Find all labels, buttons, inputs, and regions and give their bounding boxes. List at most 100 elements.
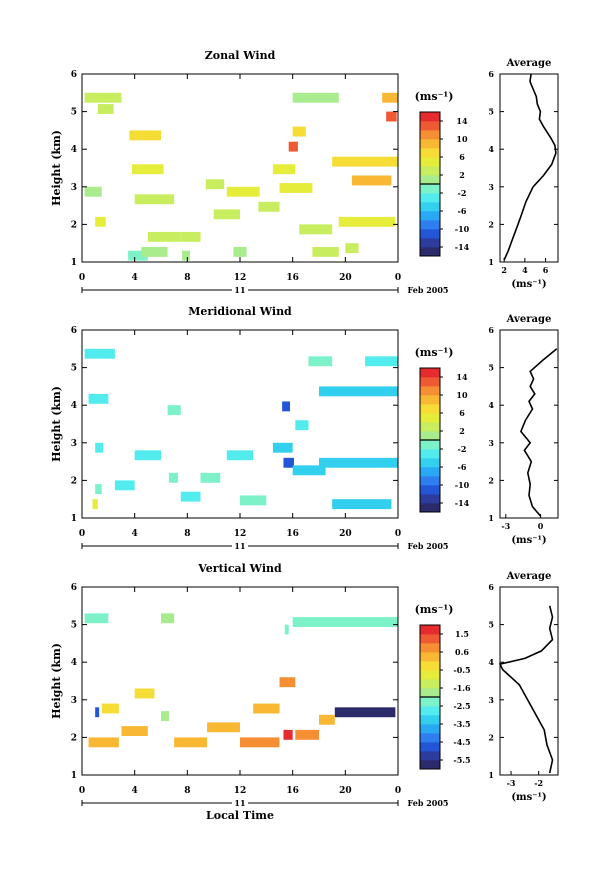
average-frame <box>499 329 559 519</box>
heatmap-cell <box>283 729 293 740</box>
heatmap-cell <box>84 92 122 103</box>
x-tick-label: 4 <box>132 529 138 539</box>
average-y-tick-label: 4 <box>488 400 494 410</box>
day-label: 11 <box>234 285 245 295</box>
heatmap-cell <box>312 246 339 257</box>
heatmap-cell <box>141 246 168 257</box>
average-y-tick-label: 5 <box>488 363 494 373</box>
heatmap-cell <box>161 613 175 624</box>
date-label: Feb 2005 <box>408 541 449 551</box>
heatmap-cell <box>292 465 326 476</box>
heatmap-cell <box>95 442 104 453</box>
y-tick-label: 1 <box>71 258 77 268</box>
heatmap-cell <box>386 111 397 122</box>
colorbar-segment <box>420 112 440 122</box>
average-title: Average <box>506 314 552 325</box>
heatmap-cell <box>240 737 280 748</box>
y-tick-label: 2 <box>71 733 77 743</box>
colorbar-tick-label: -5.5 <box>453 755 470 765</box>
colorbar-segment <box>420 404 440 414</box>
colorbar-segment <box>420 760 440 770</box>
y-tick-label: 4 <box>71 145 77 155</box>
y-tick-label: 4 <box>71 658 77 668</box>
colorbar-segment <box>420 494 440 504</box>
heatmap-cell <box>319 457 398 468</box>
average-y-tick-label: 6 <box>488 325 494 335</box>
day-label: 11 <box>234 541 245 551</box>
average-x-label: (ms⁻¹) <box>511 535 546 546</box>
colorbar-tick-label: 0.6 <box>455 647 469 657</box>
colorbar-segment <box>420 413 440 423</box>
colorbar-segment <box>420 467 440 477</box>
x-tick-label: 8 <box>184 786 190 796</box>
colorbar-tick-label: -14 <box>455 498 470 508</box>
heatmap-cells <box>84 92 398 261</box>
heatmap-cell <box>95 216 106 227</box>
average-y-tick-label: 3 <box>488 182 494 192</box>
heatmap-cell <box>308 356 333 367</box>
average-y-tick-label: 3 <box>488 438 494 448</box>
colorbar-tick-label: 14 <box>456 116 468 126</box>
heatmap-cell <box>84 348 115 359</box>
heatmap-cell <box>168 472 179 483</box>
heatmap-cell <box>284 624 289 635</box>
heatmap-cell <box>295 420 309 431</box>
average-profile-line <box>519 348 558 517</box>
average-y-tick-label: 5 <box>488 107 494 117</box>
colorbar-segment <box>420 139 440 149</box>
x-tick-label: 16 <box>286 273 299 283</box>
average-y-tick-label: 3 <box>488 695 494 705</box>
x-tick-label: 12 <box>234 529 247 539</box>
x-tick-label: 0 <box>395 529 401 539</box>
average-y-tick-label: 4 <box>488 144 494 154</box>
heatmap-cell <box>295 729 319 740</box>
average-x-tick-label: 0 <box>538 521 544 531</box>
colorbar-segment <box>420 220 440 230</box>
colorbar-segment <box>420 157 440 167</box>
heatmap-cell <box>182 250 190 261</box>
heatmap-cell <box>334 707 396 718</box>
heatmap-cell <box>292 617 398 627</box>
x-tick-label: 20 <box>339 273 352 283</box>
heatmap-cell <box>338 216 396 227</box>
colorbar-tick-label: -4.5 <box>453 737 470 747</box>
heatmap-cell <box>283 457 294 468</box>
colorbar-tick-label: -6 <box>458 462 467 472</box>
x-tick-label: 16 <box>286 529 299 539</box>
heatmap-cell <box>200 472 221 483</box>
y-axis-label: Height (km) <box>50 643 63 719</box>
x-tick-label: 0 <box>79 529 85 539</box>
colorbar-tick-label: -6 <box>458 206 467 216</box>
panel-title: Vertical Wind <box>197 562 282 575</box>
y-tick-label: 1 <box>71 771 77 781</box>
colorbar-segment <box>420 652 440 662</box>
average-x-tick-label: -2 <box>534 778 543 788</box>
colorbar-tick-label: 2 <box>459 426 465 436</box>
panel-title: Zonal Wind <box>205 49 276 62</box>
heatmap-cell <box>365 356 398 367</box>
colorbar-segment <box>420 458 440 468</box>
colorbar-segment <box>420 211 440 221</box>
colorbar-segment <box>420 377 440 387</box>
average-y-tick-label: 2 <box>488 732 494 742</box>
average-y-tick-label: 2 <box>488 475 494 485</box>
colorbar-segment <box>420 193 440 203</box>
colorbar-unit: (ms⁻¹) <box>415 603 454 616</box>
average-title: Average <box>506 571 552 582</box>
colorbar-segment <box>420 386 440 396</box>
colorbar-unit: (ms⁻¹) <box>415 346 454 359</box>
heatmap-cell <box>299 224 333 235</box>
colorbar-segment <box>420 175 440 185</box>
y-tick-label: 6 <box>71 583 77 593</box>
colorbar-tick-label: 6 <box>459 152 465 162</box>
heatmap-cell <box>207 722 240 733</box>
panel-title: Meridional Wind <box>188 305 292 318</box>
colorbar-segment <box>420 476 440 486</box>
y-axis-label: Height (km) <box>50 386 63 462</box>
average-title: Average <box>506 58 552 69</box>
colorbar-tick-label: -0.5 <box>453 665 470 675</box>
colorbar-tick-label: 6 <box>459 408 465 418</box>
average-y-tick-label: 4 <box>488 657 494 667</box>
colorbar-segment <box>420 166 440 176</box>
